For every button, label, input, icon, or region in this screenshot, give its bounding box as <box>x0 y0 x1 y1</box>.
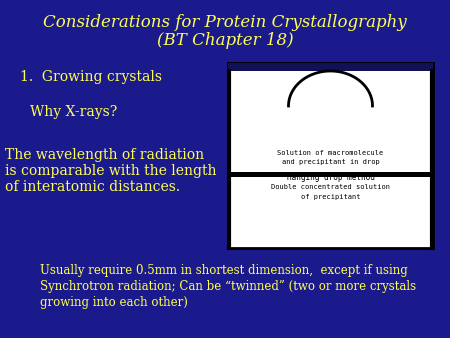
Text: Double concentrated solution: Double concentrated solution <box>271 184 390 190</box>
Text: 1.  Growing crystals: 1. Growing crystals <box>20 70 162 84</box>
Text: The wavelength of radiation: The wavelength of radiation <box>5 148 204 162</box>
Text: is comparable with the length: is comparable with the length <box>5 164 216 178</box>
Text: Solution of macromolecule: Solution of macromolecule <box>277 150 383 156</box>
Text: of interatomic distances.: of interatomic distances. <box>5 180 180 194</box>
Bar <box>228 63 433 248</box>
Text: of precipitant: of precipitant <box>301 194 360 200</box>
Text: Considerations for Protein Crystallography: Considerations for Protein Crystallograp… <box>43 14 407 31</box>
Text: Usually require 0.5mm in shortest dimension,  except if using: Usually require 0.5mm in shortest dimens… <box>40 264 408 277</box>
Text: (BT Chapter 18): (BT Chapter 18) <box>157 32 293 49</box>
Text: Synchrotron radiation; Can be “twinned” (two or more crystals: Synchrotron radiation; Can be “twinned” … <box>40 280 416 293</box>
Bar <box>228 172 433 177</box>
Text: Hanging drop method: Hanging drop method <box>287 173 374 182</box>
Text: growing into each other): growing into each other) <box>40 296 188 309</box>
Bar <box>228 63 433 71</box>
Text: Why X-rays?: Why X-rays? <box>30 105 117 119</box>
Text: and precipitant in drop: and precipitant in drop <box>282 159 379 165</box>
